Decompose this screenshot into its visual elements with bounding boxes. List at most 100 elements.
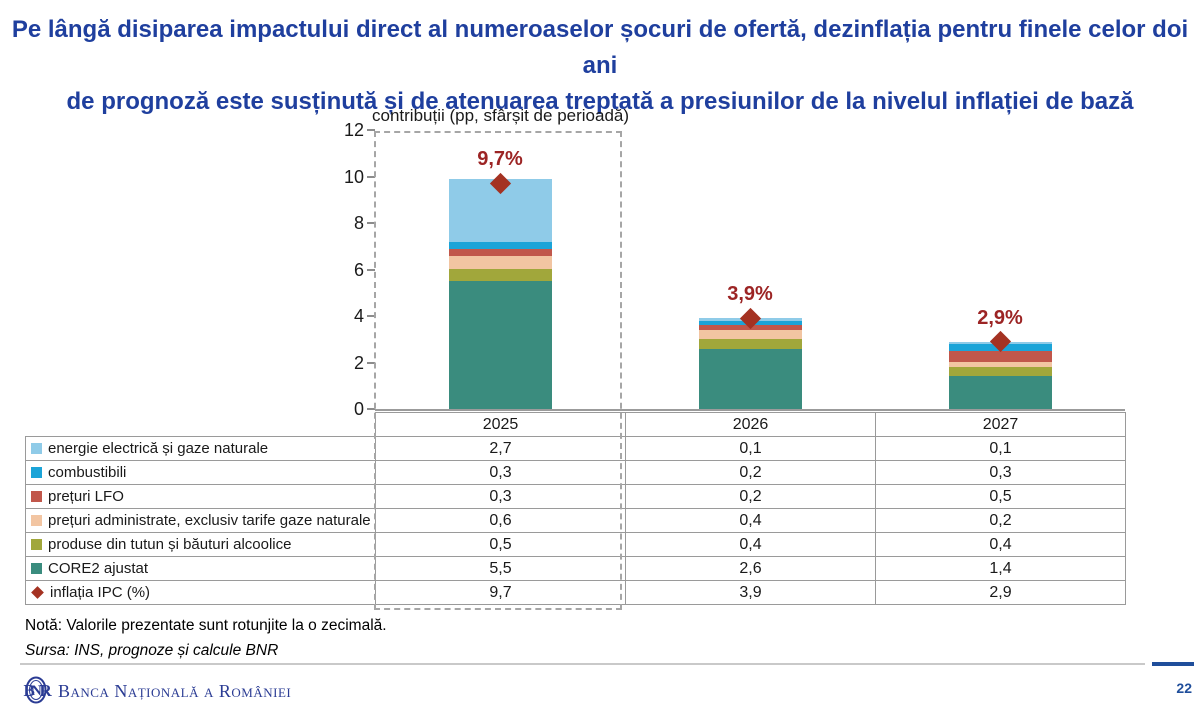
bar-segment-2025 [448,241,552,249]
legend-square-icon [31,443,42,454]
y-tick-mark-6 [367,268,375,271]
legend-square-icon [31,515,42,526]
table-value-2027-row2: 0,5 [875,484,1126,509]
table-corner-cell [25,412,376,437]
table-row: CORE2 ajustat 5,5 2,6 1,4 [25,556,1126,581]
table-value-2025-row5: 5,5 [375,556,626,581]
table-header-row: 2025 2026 2027 [25,412,1126,437]
ipc-value-label-2025: 9,7% [477,148,523,171]
bar-segment-2025 [448,248,552,256]
y-tick-label-12: 12 [343,120,364,140]
table-value-2026-row3: 0,4 [625,508,876,533]
table-value-2027-row5: 1,4 [875,556,1126,581]
table-value-2025-row6: 9,7 [375,580,626,605]
legend-label-text: produse din tutun și băuturi alcoolice [48,536,292,553]
y-tick-mark-10 [367,175,375,178]
data-table: 2025 2026 2027 energie electrică și gaze na… [25,412,1126,605]
table-year-header-2025: 2025 [375,412,626,437]
table-value-2027-row6: 2,9 [875,580,1126,605]
table-value-2026-row5: 2,6 [625,556,876,581]
table-row: inflația IPC (%) 9,7 3,9 2,9 [25,580,1126,605]
table-year-header-2027: 2027 [875,412,1126,437]
bar-2025 [448,178,552,409]
bnr-logo: B N R Banca Națională a României [20,671,291,712]
legend-label-cell: inflația IPC (%) [25,580,376,605]
table-row: produse din tutun și băuturi alcoolice 0,… [25,532,1126,557]
ipc-value-label-2027: 2,9% [977,306,1023,329]
table-value-2027-row0: 0,1 [875,436,1126,461]
table-row: energie electrică și gaze naturale 2,7 0,1… [25,436,1126,461]
legend-label-cell: produse din tutun și băuturi alcoolice [25,532,376,557]
bnr-emblem-icon: B N R [20,671,53,712]
y-tick-label-6: 6 [353,259,364,280]
bar-segment-2025 [448,281,552,409]
legend-label-text: prețuri LFO [48,488,124,505]
legend-square-icon [31,539,42,550]
footer-divider [20,663,1145,665]
table-value-2025-row1: 0,3 [375,460,626,485]
table-value-2026-row0: 0,1 [625,436,876,461]
legend-label-text: inflația IPC (%) [50,584,151,601]
page-number: 22 [1176,680,1192,696]
bar-segment-2026 [698,329,802,340]
y-tick-label-2: 2 [353,352,364,373]
legend-label-cell: energie electrică și gaze naturale [25,436,376,461]
bar-segment-2027 [948,367,1052,377]
y-tick-mark-2 [367,361,375,364]
bar-segment-2026 [698,348,802,409]
table-value-2026-row4: 0,4 [625,532,876,557]
bank-name: Banca Națională a României [58,681,292,701]
legend-label-cell: combustibili [25,460,376,485]
x-axis-line [375,409,1125,411]
legend-label-text: prețuri administrate, exclusiv tarife ga… [48,512,371,529]
ipc-value-label-2026: 3,9% [727,283,773,306]
table-value-2027-row1: 0,3 [875,460,1126,485]
legend-diamond-icon [31,586,44,599]
footer-divider-accent [1152,662,1194,666]
legend-label-cell: prețuri LFO [25,484,376,509]
chart-title: contribuții (pp, sfârșit de perioadă) [372,106,630,125]
bar-segment-2027 [948,376,1052,409]
y-tick-label-4: 4 [353,306,364,326]
legend-label-cell: CORE2 ajustat [25,556,376,581]
source-text: Sursa: INS, prognoze și calcule BNR [25,642,279,659]
table-value-2026-row1: 0,2 [625,460,876,485]
bar-segment-2025 [448,269,552,282]
table-value-2025-row4: 0,5 [375,532,626,557]
table-value-2026-row6: 3,9 [625,580,876,605]
y-tick-mark-12 [367,129,375,131]
slide-title: Pe lângă disiparea impactului direct al … [0,12,1200,120]
svg-text:R: R [40,681,53,700]
legend-label-text: energie electrică și gaze naturale [48,440,269,457]
svg-text:B: B [24,681,35,700]
legend-square-icon [31,563,42,574]
y-tick-label-8: 8 [353,213,364,233]
y-tick-label-0: 0 [353,399,364,419]
table-row: prețuri LFO 0,3 0,2 0,5 [25,484,1126,509]
bar-segment-2027 [948,350,1052,363]
table-value-2025-row3: 0,6 [375,508,626,533]
legend-square-icon [31,467,42,478]
y-tick-mark-4 [367,315,375,317]
bar-segment-2025 [448,255,552,270]
legend-label-text: combustibili [48,464,127,481]
table-row: combustibili 0,3 0,2 0,3 [25,460,1126,485]
table-value-2026-row2: 0,2 [625,484,876,509]
bar-segment-2027 [948,362,1052,368]
svg-text:N: N [31,683,42,699]
table-value-2025-row2: 0,3 [375,484,626,509]
table-value-2027-row4: 0,4 [875,532,1126,557]
legend-label-text: CORE2 ajustat [48,560,149,577]
y-tick-mark-8 [367,222,375,224]
table-value-2027-row3: 0,2 [875,508,1126,533]
y-tick-mark-0 [367,408,375,410]
bar-2026 [698,318,802,409]
table-value-2025-row0: 2,7 [375,436,626,461]
table-year-header-2026: 2026 [625,412,876,437]
y-tick-label-10: 10 [343,166,364,187]
note-text: Notă: Valorile prezentate sunt rotunjite… [25,617,387,634]
table-row: prețuri administrate, exclusiv tarife ga… [25,508,1126,533]
bar-segment-2026 [698,339,802,349]
slide-title-line1: Pe lângă disiparea impactului direct al … [11,16,1189,79]
